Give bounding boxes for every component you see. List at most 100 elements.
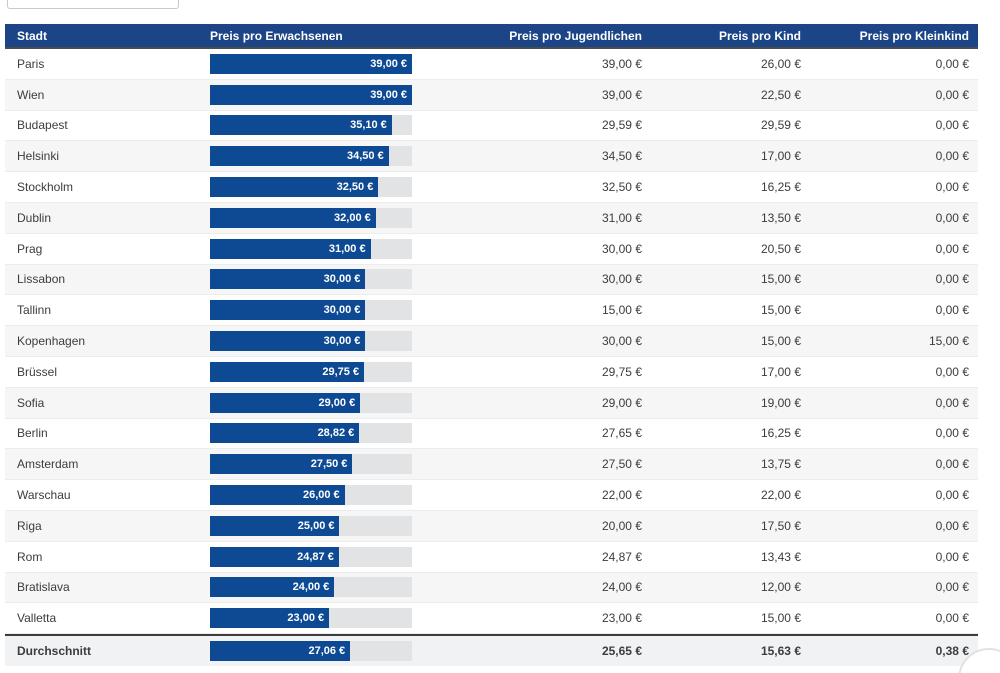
adult-price-cell: 24,87 € bbox=[210, 547, 460, 567]
toddler-price-cell: 0,00 € bbox=[810, 180, 978, 194]
adult-price-cell: 28,82 € bbox=[210, 423, 460, 443]
price-bar-fill: 32,00 € bbox=[210, 208, 376, 228]
price-bar-fill: 30,00 € bbox=[210, 269, 365, 289]
price-bar-track: 24,87 € bbox=[210, 547, 412, 567]
price-bar-track: 35,10 € bbox=[210, 115, 412, 135]
column-header-kind: Preis pro Kind bbox=[650, 29, 810, 43]
city-cell: Lissabon bbox=[5, 272, 210, 286]
city-cell: Brüssel bbox=[5, 365, 210, 379]
adult-price-cell: 35,10 € bbox=[210, 115, 460, 135]
youth-price-cell: 15,00 € bbox=[460, 303, 650, 317]
price-bar-track: 29,75 € bbox=[210, 362, 412, 382]
toddler-price-cell: 0,00 € bbox=[810, 272, 978, 286]
child-price-cell: 15,00 € bbox=[650, 611, 810, 625]
youth-price-cell: 30,00 € bbox=[460, 242, 650, 256]
adult-price-cell: 27,06 € bbox=[210, 641, 460, 661]
adult-price-label: 39,00 € bbox=[370, 58, 412, 70]
price-bar-fill: 27,50 € bbox=[210, 454, 352, 474]
adult-price-label: 35,10 € bbox=[350, 119, 392, 131]
table-row: Paris 39,00 € 39,00 € 26,00 € 0,00 € bbox=[5, 49, 978, 80]
child-price-cell: 26,00 € bbox=[650, 57, 810, 71]
city-cell: Stockholm bbox=[5, 180, 210, 194]
toddler-price-cell: 0,00 € bbox=[810, 242, 978, 256]
youth-price-cell: 39,00 € bbox=[460, 88, 650, 102]
adult-price-cell: 30,00 € bbox=[210, 300, 460, 320]
adult-price-label: 29,00 € bbox=[319, 397, 361, 409]
child-price-cell: 17,50 € bbox=[650, 519, 810, 533]
price-bar-track: 27,50 € bbox=[210, 454, 412, 474]
child-price-cell: 15,00 € bbox=[650, 334, 810, 348]
toddler-price-cell: 0,00 € bbox=[810, 396, 978, 410]
city-cell: Riga bbox=[5, 519, 210, 533]
toddler-price-cell: 0,00 € bbox=[810, 519, 978, 533]
adult-price-cell: 32,50 € bbox=[210, 177, 460, 197]
price-bar-track: 30,00 € bbox=[210, 300, 412, 320]
price-bar-fill: 39,00 € bbox=[210, 54, 412, 74]
youth-price-cell: 25,65 € bbox=[460, 644, 650, 658]
youth-price-cell: 32,50 € bbox=[460, 180, 650, 194]
adult-price-label: 27,06 € bbox=[308, 645, 350, 657]
price-bar-fill: 31,00 € bbox=[210, 239, 371, 259]
price-bar-fill: 29,00 € bbox=[210, 393, 360, 413]
youth-price-cell: 23,00 € bbox=[460, 611, 650, 625]
price-bar-track: 30,00 € bbox=[210, 331, 412, 351]
adult-price-cell: 30,00 € bbox=[210, 269, 460, 289]
table-row: Wien 39,00 € 39,00 € 22,50 € 0,00 € bbox=[5, 80, 978, 111]
price-bar-fill: 29,75 € bbox=[210, 362, 364, 382]
child-price-cell: 29,59 € bbox=[650, 118, 810, 132]
price-bar-track: 29,00 € bbox=[210, 393, 412, 413]
table-row: Helsinki 34,50 € 34,50 € 17,00 € 0,00 € bbox=[5, 141, 978, 172]
adult-price-label: 23,00 € bbox=[287, 612, 329, 624]
column-header-erwachsenen: Preis pro Erwachsenen bbox=[210, 29, 460, 43]
price-bar-fill: 32,50 € bbox=[210, 177, 378, 197]
page: Stadt Preis pro Erwachsenen Preis pro Ju… bbox=[0, 0, 1000, 673]
toddler-price-cell: 0,00 € bbox=[810, 303, 978, 317]
child-price-cell: 13,75 € bbox=[650, 457, 810, 471]
toddler-price-cell: 0,00 € bbox=[810, 57, 978, 71]
adult-price-label: 25,00 € bbox=[298, 520, 340, 532]
price-bar-fill: 24,87 € bbox=[210, 547, 339, 567]
youth-price-cell: 29,75 € bbox=[460, 365, 650, 379]
city-cell: Valletta bbox=[5, 611, 210, 625]
toddler-price-cell: 0,00 € bbox=[810, 88, 978, 102]
adult-price-cell: 39,00 € bbox=[210, 85, 460, 105]
price-bar-fill: 28,82 € bbox=[210, 423, 359, 443]
city-cell: Bratislava bbox=[5, 580, 210, 594]
toddler-price-cell: 0,00 € bbox=[810, 211, 978, 225]
youth-price-cell: 29,00 € bbox=[460, 396, 650, 410]
price-bar-fill: 26,00 € bbox=[210, 485, 345, 505]
toddler-price-cell: 0,00 € bbox=[810, 118, 978, 132]
adult-price-cell: 25,00 € bbox=[210, 516, 460, 536]
child-price-cell: 16,25 € bbox=[650, 426, 810, 440]
price-bar-track: 30,00 € bbox=[210, 269, 412, 289]
youth-price-cell: 24,87 € bbox=[460, 550, 650, 564]
child-price-cell: 15,00 € bbox=[650, 272, 810, 286]
child-price-cell: 20,50 € bbox=[650, 242, 810, 256]
price-bar-fill: 23,00 € bbox=[210, 608, 329, 628]
youth-price-cell: 30,00 € bbox=[460, 334, 650, 348]
city-cell: Dublin bbox=[5, 211, 210, 225]
youth-price-cell: 29,59 € bbox=[460, 118, 650, 132]
city-cell: Tallinn bbox=[5, 303, 210, 317]
toddler-price-cell: 0,00 € bbox=[810, 580, 978, 594]
toddler-price-cell: 0,00 € bbox=[810, 457, 978, 471]
youth-price-cell: 39,00 € bbox=[460, 57, 650, 71]
filter-input[interactable] bbox=[7, 0, 179, 9]
child-price-cell: 15,63 € bbox=[650, 644, 810, 658]
adult-price-label: 24,87 € bbox=[297, 551, 339, 563]
price-bar-fill: 27,06 € bbox=[210, 641, 350, 661]
adult-price-cell: 29,75 € bbox=[210, 362, 460, 382]
adult-price-label: 30,00 € bbox=[324, 304, 366, 316]
city-cell: Rom bbox=[5, 550, 210, 564]
adult-price-cell: 39,00 € bbox=[210, 54, 460, 74]
youth-price-cell: 24,00 € bbox=[460, 580, 650, 594]
price-table: Stadt Preis pro Erwachsenen Preis pro Ju… bbox=[5, 24, 978, 666]
city-cell: Budapest bbox=[5, 118, 210, 132]
adult-price-label: 34,50 € bbox=[347, 150, 389, 162]
price-bar-fill: 30,00 € bbox=[210, 331, 365, 351]
table-row: Tallinn 30,00 € 15,00 € 15,00 € 0,00 € bbox=[5, 295, 978, 326]
table-row: Lissabon 30,00 € 30,00 € 15,00 € 0,00 € bbox=[5, 265, 978, 296]
adult-price-label: 24,00 € bbox=[293, 581, 335, 593]
city-cell: Prag bbox=[5, 242, 210, 256]
toddler-price-cell: 0,00 € bbox=[810, 149, 978, 163]
